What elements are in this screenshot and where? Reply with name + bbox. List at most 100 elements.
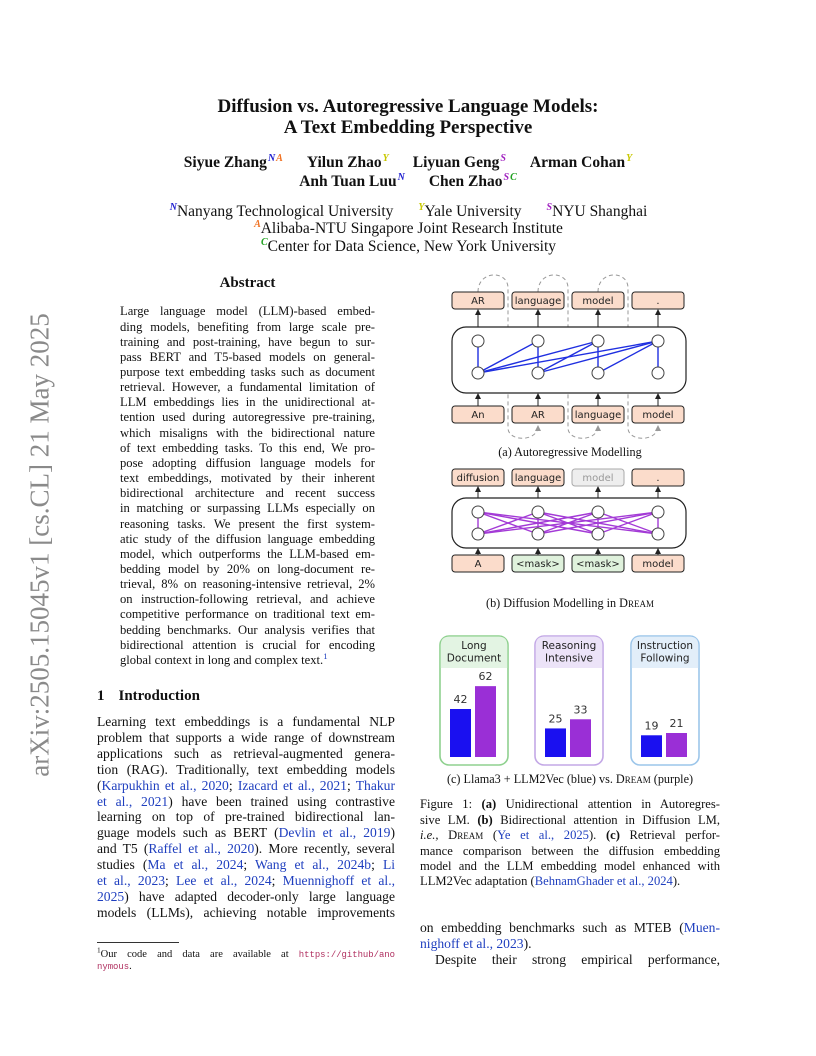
- text-run: sive LM.: [420, 812, 478, 827]
- author-row: Siyue ZhangNA Yilun ZhaoY Liyuan GengS Arma…: [0, 153, 816, 173]
- styled-text: (c): [605, 828, 620, 843]
- affiliation-mark: S: [546, 201, 553, 213]
- text-run: Unidirectional attention in Autoregres-: [496, 797, 720, 812]
- text-line: learning on top of pre-trained bidirecti…: [97, 809, 395, 825]
- token-box: [631, 405, 685, 424]
- panel-frame: [630, 635, 700, 766]
- citation: Devlin et al., 2019: [278, 825, 391, 841]
- hidden-state: [531, 527, 545, 541]
- text-line: et al., 2021) have been trained using co…: [97, 794, 395, 810]
- styled-text: (a): [481, 797, 497, 812]
- text-line: global context in long and complex text.…: [120, 651, 375, 668]
- author: Anh Tuan LuuN: [299, 172, 405, 190]
- citation: nighoff et al., 2023: [420, 935, 524, 951]
- text-run: ) have been trained using contrastive: [168, 793, 395, 809]
- panel-title: Long: [461, 640, 486, 652]
- footnote-rule: [97, 942, 179, 943]
- text-run: ).: [588, 828, 606, 843]
- token-box: [571, 468, 625, 487]
- hidden-state: [651, 334, 665, 348]
- affiliation: SNYU Shanghai: [546, 201, 648, 220]
- citation: Izacard et al., 2021: [237, 777, 347, 793]
- affiliation: NNanyang Technological University: [169, 202, 394, 220]
- affiliation-mark: C: [260, 236, 268, 248]
- text-line: and T5 (Raffel et al., 2020). More recen…: [97, 841, 395, 857]
- citation: Ye et al., 2025: [497, 828, 589, 843]
- text-line: Learning text embeddings is a fundamenta…: [97, 714, 395, 730]
- token-label: language: [515, 473, 562, 484]
- citation: Ma et al., 2024: [147, 857, 244, 873]
- text-line: guage models such as BERT (Devlin et al.…: [97, 825, 395, 841]
- bar-value-label: 62: [479, 670, 493, 683]
- token-label: .: [656, 473, 659, 484]
- citation: Muennighoff et al.,: [282, 873, 396, 889]
- author: Siyue ZhangNA: [183, 153, 283, 171]
- hidden-state: [591, 366, 605, 380]
- token-box: [451, 554, 505, 573]
- affiliation-mark: Y: [382, 152, 389, 164]
- bar: [641, 735, 662, 757]
- affiliation-name: Nanyang Technological University: [176, 203, 394, 220]
- text-run: (b) Diffusion Modelling in: [486, 596, 620, 610]
- panel-title: Reasoning: [542, 640, 597, 652]
- text-line: Figure 1: (a) Unidirectional attention i…: [420, 797, 720, 812]
- token-label: An: [471, 410, 484, 421]
- token-label: model: [582, 473, 613, 484]
- styled-text: (b): [477, 812, 493, 827]
- affiliation-name: Center for Data Science, New York Univer…: [267, 238, 557, 255]
- text-run: Figure 1:: [420, 797, 482, 812]
- affiliation-mark: S: [503, 171, 510, 183]
- author-name: Yilun Zhao: [306, 154, 382, 171]
- attention-edge: [477, 511, 599, 535]
- text-run: (c) Llama3 + LLM2Vec (blue) vs.: [446, 772, 616, 786]
- text-line: Large language model (LLM)-based embed-: [120, 304, 375, 319]
- author-name: Siyue Zhang: [183, 154, 267, 171]
- text-run: and T5 (: [97, 841, 149, 857]
- bar-value-label: 19: [645, 719, 659, 732]
- affiliation-name: NYU Shanghai: [552, 203, 648, 220]
- citation: Raffel et al., 2020: [148, 841, 255, 857]
- hidden-state: [651, 527, 665, 541]
- attention-edge: [477, 340, 539, 374]
- styled-text: 1: [97, 945, 101, 955]
- affiliation-mark: C: [510, 171, 517, 183]
- styled-text: Dream: [448, 828, 484, 843]
- token-box: [631, 291, 685, 310]
- attention-edge: [537, 340, 599, 374]
- hidden-state: [531, 334, 545, 348]
- citation: Muen-: [683, 920, 720, 936]
- panel-header: [535, 636, 603, 668]
- text-run: guage models such as BERT (: [97, 825, 279, 841]
- author: Arman CohanY: [530, 153, 632, 171]
- text-line: sive LM. (b) Bidirectional attention in …: [420, 813, 720, 828]
- text-line: atic study of the diffusion language emb…: [120, 531, 375, 546]
- affiliation-row: AAlibaba-NTU Singapore Joint Research In…: [0, 219, 816, 239]
- citation: Karpukhin et al., 2020: [101, 777, 229, 793]
- section-number: 1: [97, 688, 105, 704]
- panel-header: [440, 636, 508, 668]
- text-line: tention used during autoregressive pre-t…: [120, 410, 375, 425]
- panel-title: Following: [640, 653, 689, 665]
- attention-edge: [537, 511, 659, 535]
- text-line: LLM embeddings lies in the unidirectiona…: [120, 395, 375, 410]
- token-box: [511, 291, 565, 310]
- text-line: model and the LLM embedding model enhanc…: [420, 858, 720, 873]
- text-run: Retrieval perfor-: [619, 828, 720, 843]
- styled-text: https://github/ano: [298, 949, 395, 960]
- paper-title: Diffusion vs. Autoregressive Language Mo…: [217, 96, 599, 117]
- citation: et al., 2021: [97, 793, 169, 809]
- token-label: .: [656, 296, 659, 307]
- hidden-state: [651, 505, 665, 519]
- text-line: trieval, 8% on reasoning-intensive retri…: [120, 577, 375, 592]
- text-run: [439, 828, 449, 842]
- text-run: Our code and data are available at: [100, 948, 299, 960]
- text-run: ).: [523, 935, 532, 951]
- affiliation: YYale University: [417, 202, 521, 220]
- text-line: problem that supports a wide range of do…: [97, 729, 395, 745]
- citation: Lee et al., 2024: [176, 873, 272, 889]
- subfigure-caption: (a) Autoregressive Modelling: [498, 445, 642, 459]
- text-line: mance comparison between the diffusion e…: [420, 843, 720, 858]
- text-line: tion (RAG). Traditionally, text embeddin…: [97, 761, 395, 777]
- author: Yilun ZhaoY: [306, 152, 389, 171]
